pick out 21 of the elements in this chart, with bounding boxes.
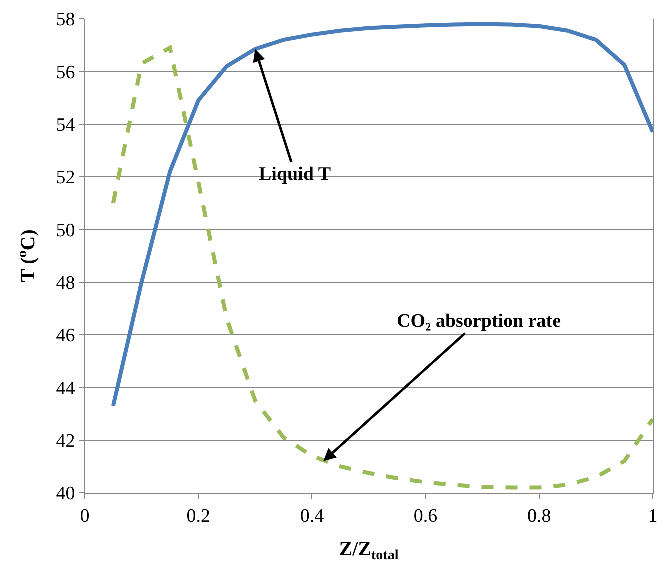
- x-tick-label: 0.6: [414, 506, 438, 527]
- y-tick-label: 46: [56, 326, 76, 347]
- line-series: [111, 46, 653, 490]
- y-tick-label: 40: [56, 484, 76, 505]
- x-tick-label: 0.8: [528, 506, 552, 527]
- y-tick-label: 54: [56, 114, 76, 136]
- y-tick-label: 50: [56, 220, 76, 242]
- x-tick-label: 0.2: [186, 506, 210, 527]
- annotation: CO₂ absorption rate: [397, 311, 562, 332]
- y-tick-label: 58: [56, 10, 76, 31]
- line-series: [111, 22, 653, 408]
- y-tick-label: 42: [56, 430, 76, 452]
- y-tick-label: 44: [56, 378, 76, 400]
- x-tick-label: 1: [648, 506, 658, 527]
- y-tick-label: 48: [56, 272, 76, 294]
- x-tick-label: 0.4: [300, 506, 325, 527]
- x-tick-label: 0: [80, 506, 90, 527]
- x-axis-title: Z/Z$_{total}$: [339, 538, 399, 564]
- annotation: Liquid T: [259, 164, 332, 185]
- y-tick-label: 56: [56, 62, 76, 84]
- y-tick-label: 52: [56, 168, 76, 189]
